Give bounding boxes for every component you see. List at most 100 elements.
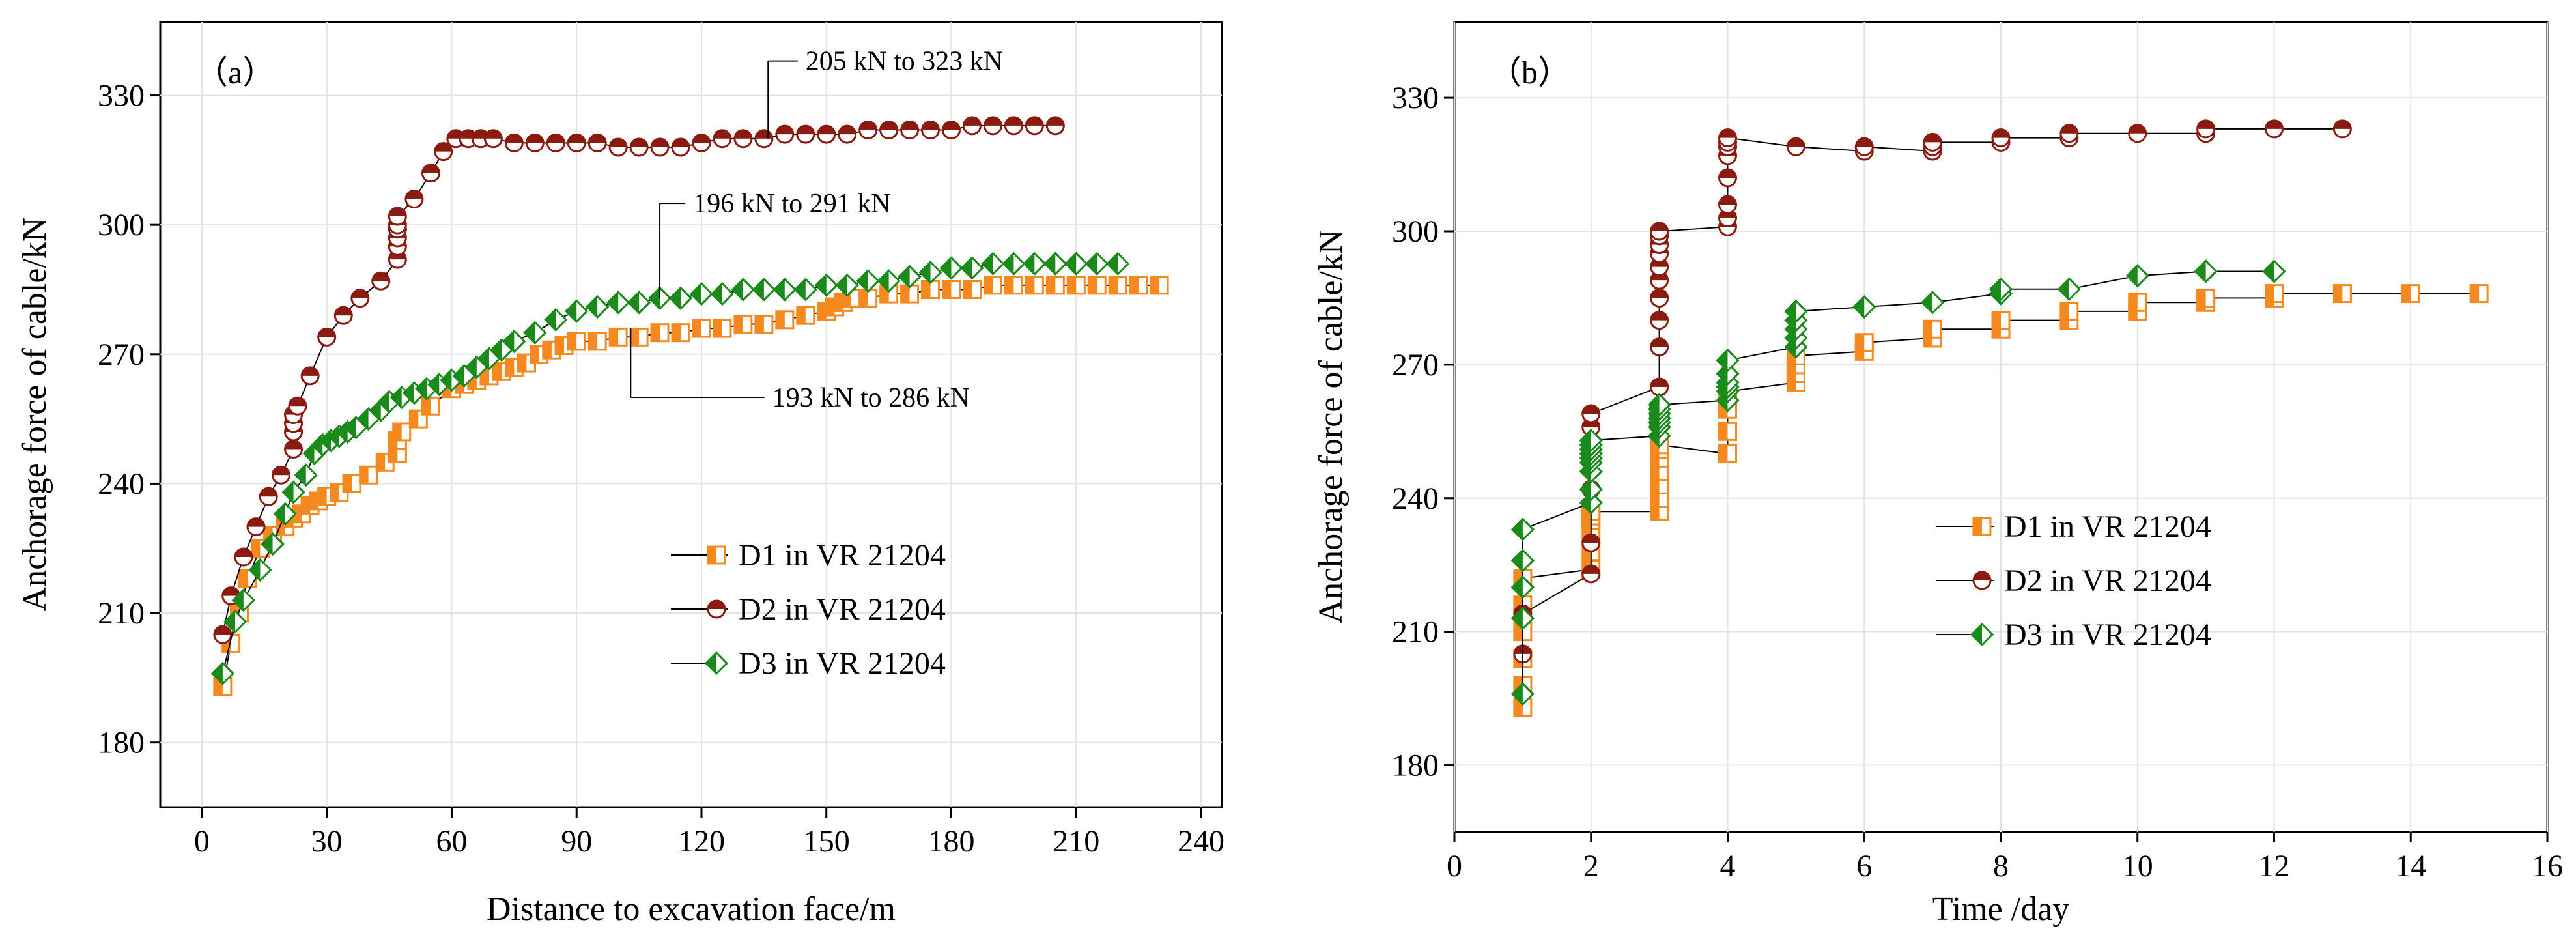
data-point-a-2 bbox=[858, 121, 878, 140]
annotation-a-2: 196 kN to 291 kN bbox=[659, 189, 891, 298]
x-tick-label-a: 0 bbox=[194, 824, 210, 859]
data-point-b-1 bbox=[2401, 284, 2420, 304]
data-point-a-3 bbox=[627, 291, 651, 315]
data-point-a-2 bbox=[900, 121, 920, 140]
data-point-b-1 bbox=[2128, 293, 2147, 312]
data-point-a-3 bbox=[273, 502, 297, 526]
annotation-label-a-3: 193 kN to 286 kN bbox=[772, 383, 970, 413]
data-point-a-1 bbox=[1045, 276, 1065, 295]
x-tick-label-a: 240 bbox=[1178, 824, 1224, 859]
data-point-b-2 bbox=[1650, 377, 1669, 397]
x-axis-title-b: Time /day bbox=[1932, 891, 2069, 928]
data-point-a-3 bbox=[294, 463, 318, 487]
y-tick-label-a: 330 bbox=[98, 79, 145, 113]
data-point-a-1 bbox=[942, 279, 961, 299]
data-point-a-3 bbox=[835, 273, 859, 297]
legend-label-a-2: D2 in VR 21204 bbox=[739, 592, 946, 627]
data-point-b-2 bbox=[2196, 119, 2216, 139]
y-tick-label-a: 240 bbox=[98, 466, 145, 501]
series-layer-a bbox=[210, 116, 1169, 696]
x-tick-label-a: 120 bbox=[678, 824, 725, 859]
legend-a: D1 in VR 21204 D2 in VR 21204 D3 in VR 212… bbox=[671, 538, 946, 681]
chart-panel-b: 0 2 4 6 8 10 12 14 16 180 210 240 270 300 330 D1 in VR… bbox=[1312, 21, 2563, 928]
data-point-a-3 bbox=[565, 299, 589, 323]
legend-entry-a-3: D3 in VR 21204 bbox=[671, 646, 946, 681]
data-point-a-1 bbox=[983, 276, 1002, 295]
legend-marker-b-1 bbox=[1972, 517, 1992, 536]
data-point-a-1 bbox=[796, 306, 815, 325]
y-tick-label-b: 270 bbox=[1392, 348, 1439, 382]
legend-marker-a-2 bbox=[707, 599, 726, 619]
data-point-a-3 bbox=[544, 308, 568, 332]
data-point-a-1 bbox=[608, 327, 628, 347]
data-point-a-3 bbox=[668, 286, 693, 310]
data-point-a-1 bbox=[554, 336, 574, 356]
data-point-a-2 bbox=[300, 366, 320, 386]
y-axis-title-b: Anchorage force of cable/kN bbox=[1312, 230, 1350, 624]
annotation-a-1: 205 kN to 323 kN bbox=[767, 47, 1003, 139]
data-point-a-3 bbox=[223, 610, 248, 634]
data-point-b-2 bbox=[1923, 132, 1942, 152]
data-point-a-3 bbox=[856, 269, 880, 293]
data-point-b-1 bbox=[2469, 284, 2489, 304]
data-point-b-2 bbox=[2128, 124, 2147, 143]
data-point-a-2 bbox=[608, 137, 628, 157]
data-point-b-2 bbox=[2332, 119, 2352, 139]
y-axis-title-a: Anchorage force of cable/kN bbox=[16, 218, 53, 612]
data-point-a-2 bbox=[650, 137, 670, 157]
x-tick-label-b: 0 bbox=[1447, 849, 1462, 883]
data-point-a-2 bbox=[271, 465, 290, 485]
series-a-3 bbox=[210, 251, 1130, 685]
data-point-a-2 bbox=[371, 271, 391, 291]
data-point-a-1 bbox=[733, 314, 753, 334]
data-point-b-3 bbox=[2125, 264, 2149, 288]
data-point-a-3 bbox=[1085, 251, 1109, 276]
data-point-a-3 bbox=[231, 588, 255, 612]
data-point-a-3 bbox=[210, 661, 235, 685]
y-tick-label-a: 210 bbox=[98, 596, 145, 631]
ticks-layer-a: 0 30 60 90 120 150 180 210 240 180 210 240 270 300 330 bbox=[98, 79, 1224, 859]
data-point-a-3 bbox=[586, 294, 610, 319]
data-point-b-2 bbox=[1718, 195, 1737, 214]
data-point-b-3 bbox=[1852, 294, 1876, 319]
data-point-a-1 bbox=[342, 474, 361, 493]
annotations-a: 205 kN to 323 kN 196 kN to 291 kN 193 kN t… bbox=[630, 47, 1003, 413]
data-point-a-3 bbox=[918, 260, 942, 285]
data-point-a-3 bbox=[814, 273, 838, 297]
y-tick-label-b: 300 bbox=[1392, 214, 1439, 249]
series-layer-b bbox=[1510, 119, 2489, 717]
x-tick-label-b: 16 bbox=[2532, 849, 2563, 883]
data-point-a-2 bbox=[213, 625, 233, 644]
data-point-a-3 bbox=[960, 256, 984, 280]
data-point-b-1 bbox=[1923, 319, 1942, 339]
data-point-a-2 bbox=[817, 124, 836, 144]
data-point-a-1 bbox=[567, 332, 586, 351]
data-point-a-2 bbox=[587, 133, 607, 152]
data-point-b-1 bbox=[1718, 444, 1737, 463]
y-tick-label-b: 240 bbox=[1392, 481, 1439, 516]
data-point-a-2 bbox=[879, 121, 899, 140]
data-point-a-2 bbox=[333, 306, 353, 325]
data-point-a-3 bbox=[248, 558, 272, 582]
x-tick-label-a: 30 bbox=[311, 824, 343, 859]
data-point-a-1 bbox=[629, 327, 649, 347]
data-point-b-3 bbox=[1579, 428, 1603, 453]
x-tick-label-a: 90 bbox=[561, 824, 592, 859]
data-point-a-1 bbox=[713, 319, 732, 338]
legend-label-a-3: D3 in VR 21204 bbox=[739, 646, 946, 681]
data-point-a-1 bbox=[1004, 276, 1023, 295]
plot-area-frame-a bbox=[159, 21, 1223, 808]
legend-entry-a-1: D1 in VR 21204 bbox=[671, 538, 946, 573]
data-point-a-2 bbox=[921, 121, 941, 140]
data-point-a-3 bbox=[1106, 251, 1130, 276]
data-point-a-2 bbox=[796, 124, 815, 144]
data-point-a-3 bbox=[606, 291, 630, 315]
data-point-b-2 bbox=[2059, 124, 2079, 143]
data-point-a-2 bbox=[404, 189, 424, 208]
legend-label-a-1: D1 in VR 21204 bbox=[739, 538, 946, 573]
data-point-a-2 bbox=[1004, 116, 1023, 136]
data-point-a-3 bbox=[261, 532, 285, 556]
x-tick-label-a: 210 bbox=[1053, 824, 1099, 859]
data-point-a-2 bbox=[692, 133, 711, 152]
data-point-b-3 bbox=[2194, 259, 2218, 283]
